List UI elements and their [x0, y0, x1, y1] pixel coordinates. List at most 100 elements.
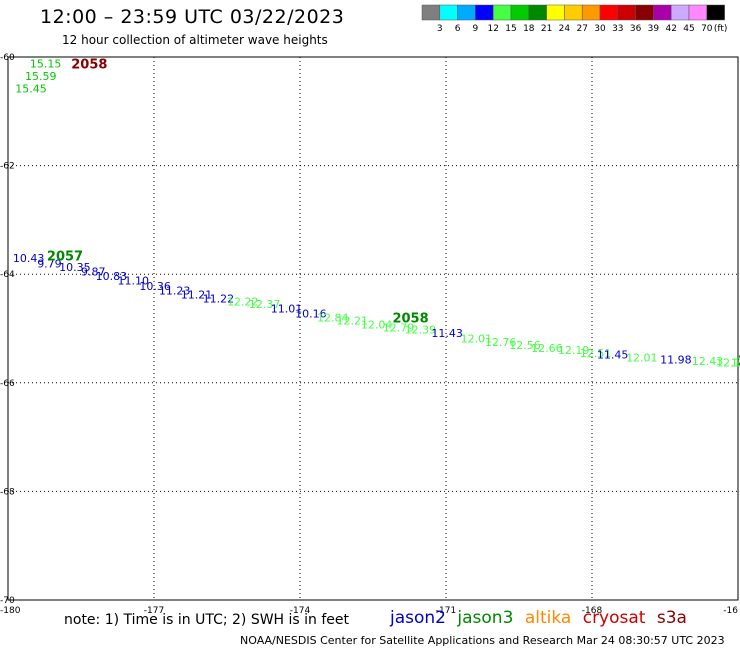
x-tick-label: -16 [723, 606, 738, 616]
swh-value-label: 12.66 [531, 342, 563, 355]
color-bar-swatch [546, 4, 565, 21]
color-bar-swatch [492, 4, 512, 21]
legend-altika: altika [524, 608, 572, 628]
plot-frame [7, 56, 739, 601]
color-bar-swatch [528, 4, 547, 21]
swh-value-label: 11.21 [181, 288, 213, 301]
swh-value-label: 9.79 [37, 257, 62, 270]
swh-value-label: 12.04 [361, 319, 393, 332]
color-bar-label: 42 [665, 24, 676, 34]
x-tick-label: -168 [582, 606, 603, 616]
swh-value-label: 11.43 [431, 327, 463, 340]
color-bar-swatch [510, 4, 530, 21]
color-bar-swatch [599, 4, 619, 21]
color-bar-label: 12 [487, 24, 498, 34]
color-bar-label: 27 [576, 24, 587, 34]
color-bar-label: 33 [612, 24, 623, 34]
color-bar-label: 45 [683, 24, 694, 34]
swh-value-label: 12.21 [337, 314, 369, 327]
swh-value-label: 15.15 [30, 58, 62, 71]
swh-value-label: 11.23 [159, 284, 191, 297]
satellite-legend: jason2 jason3 altika cryosat s3a [390, 608, 693, 628]
swh-value-label: 12.15 [716, 357, 740, 370]
color-bar-swatch [688, 4, 708, 21]
x-tick-label: -174 [290, 606, 311, 616]
swh-value-label: 12.79 [383, 321, 415, 334]
color-bar-label: 18 [523, 24, 535, 34]
color-bar-label: 21 [541, 24, 552, 34]
swh-value-label: 11.10 [118, 275, 150, 288]
swh-value-label: 10.43 [13, 252, 45, 265]
color-bar-label: 24 [559, 24, 571, 34]
color-bar-swatch [439, 4, 458, 21]
color-bar-label: 6 [455, 24, 461, 34]
swh-value-label: 12.84 [317, 312, 349, 325]
color-bar-swatch [635, 4, 654, 21]
legend-jason3: jason3 [457, 608, 514, 628]
color-bar-swatch [670, 4, 690, 21]
color-bar-swatch [653, 4, 672, 21]
swh-value-label: 11.45 [597, 349, 629, 362]
footnote: note: 1) Time is in UTC; 2) SWH is in fe… [64, 612, 350, 628]
cycle-number-label: 2058 [392, 312, 428, 327]
color-bar: 3 6 9 12 15 18 21 24 27 30 33 36 39 42 45 70 (ft) [421, 4, 728, 34]
swh-value-label: 10.35 [59, 261, 91, 274]
color-bar-label: 70 [701, 24, 713, 34]
color-bar-label: 30 [594, 24, 606, 34]
x-tick-label: -171 [436, 606, 456, 616]
swh-value-label: 15.45 [15, 82, 47, 95]
legend-jason2: jason2 [390, 608, 446, 628]
x-tick-label: -177 [144, 606, 164, 616]
color-bar-swatch [706, 4, 725, 21]
axes: -180 -177 -174 -171 -168 -16 -60 -62 -64 -66 -68 -7… [0, 53, 739, 616]
swh-value-label: 12.37 [249, 298, 281, 311]
color-bar-swatch [617, 4, 636, 21]
swh-value-label: 12.22 [227, 295, 259, 308]
color-bar-label: 15 [505, 24, 516, 34]
swh-value-label: 12.76 [485, 336, 517, 349]
credit-line: NOAA/NESDIS Center for Satellite Applica… [240, 634, 725, 647]
swh-value-label: 9.87 [81, 265, 106, 278]
swh-value-label: 11.98 [660, 353, 692, 366]
color-bar-label: 9 [473, 24, 479, 34]
y-tick-label: -70 [0, 596, 15, 606]
color-bar-swatch [581, 4, 601, 21]
color-bar-unit: (ft) [714, 24, 728, 34]
data-points: 15.1515.5915.4510.439.7910.359.8710.8311… [13, 58, 740, 370]
swh-value-label: 12.19 [558, 344, 590, 357]
chart-subtitle: 12 hour collection of altimeter wave hei… [62, 33, 328, 47]
cycle-number-label: 2058 [71, 58, 107, 73]
swh-value-label: 12.51 [580, 347, 612, 360]
cycle-number-label: 2057 [47, 250, 83, 265]
swh-value-label: 12.56 [509, 339, 541, 352]
swh-value-label: 10.16 [295, 307, 327, 320]
color-bar-swatch [457, 4, 476, 21]
cycle-number-label: 2059 [738, 354, 740, 369]
color-bar-swatch [564, 4, 583, 21]
color-bar-label: 39 [648, 24, 660, 34]
swh-value-label: 11.01 [271, 302, 303, 315]
color-bar-swatch [421, 4, 441, 21]
cycle-labels: 2058 2057 2058 2059 [47, 58, 740, 369]
color-bar-label: 3 [437, 24, 443, 34]
y-tick-label: -66 [0, 379, 15, 389]
swh-value-label: 11.22 [203, 293, 235, 306]
y-tick-label: -62 [0, 162, 15, 172]
swh-value-label: 12.43 [692, 355, 724, 368]
y-tick-label: -60 [0, 53, 15, 63]
swh-value-label: 10.36 [139, 280, 171, 293]
swh-value-label: 12.01 [626, 351, 658, 364]
swh-value-label: 15.59 [25, 70, 57, 83]
legend-s3a: s3a [656, 608, 687, 628]
swh-value-label: 12.39 [405, 324, 437, 337]
color-bar-swatch [475, 4, 494, 21]
y-tick-label: -64 [0, 270, 15, 280]
legend-cryosat: cryosat [582, 608, 646, 628]
chart-title: 12:00 – 23:59 UTC 03/22/2023 [40, 6, 345, 28]
swh-value-label: 12.67 [731, 357, 740, 370]
grid-lines [8, 57, 738, 600]
color-bar-label: 36 [630, 24, 642, 34]
y-tick-label: -68 [0, 487, 15, 497]
swh-value-label: 10.83 [96, 270, 128, 283]
